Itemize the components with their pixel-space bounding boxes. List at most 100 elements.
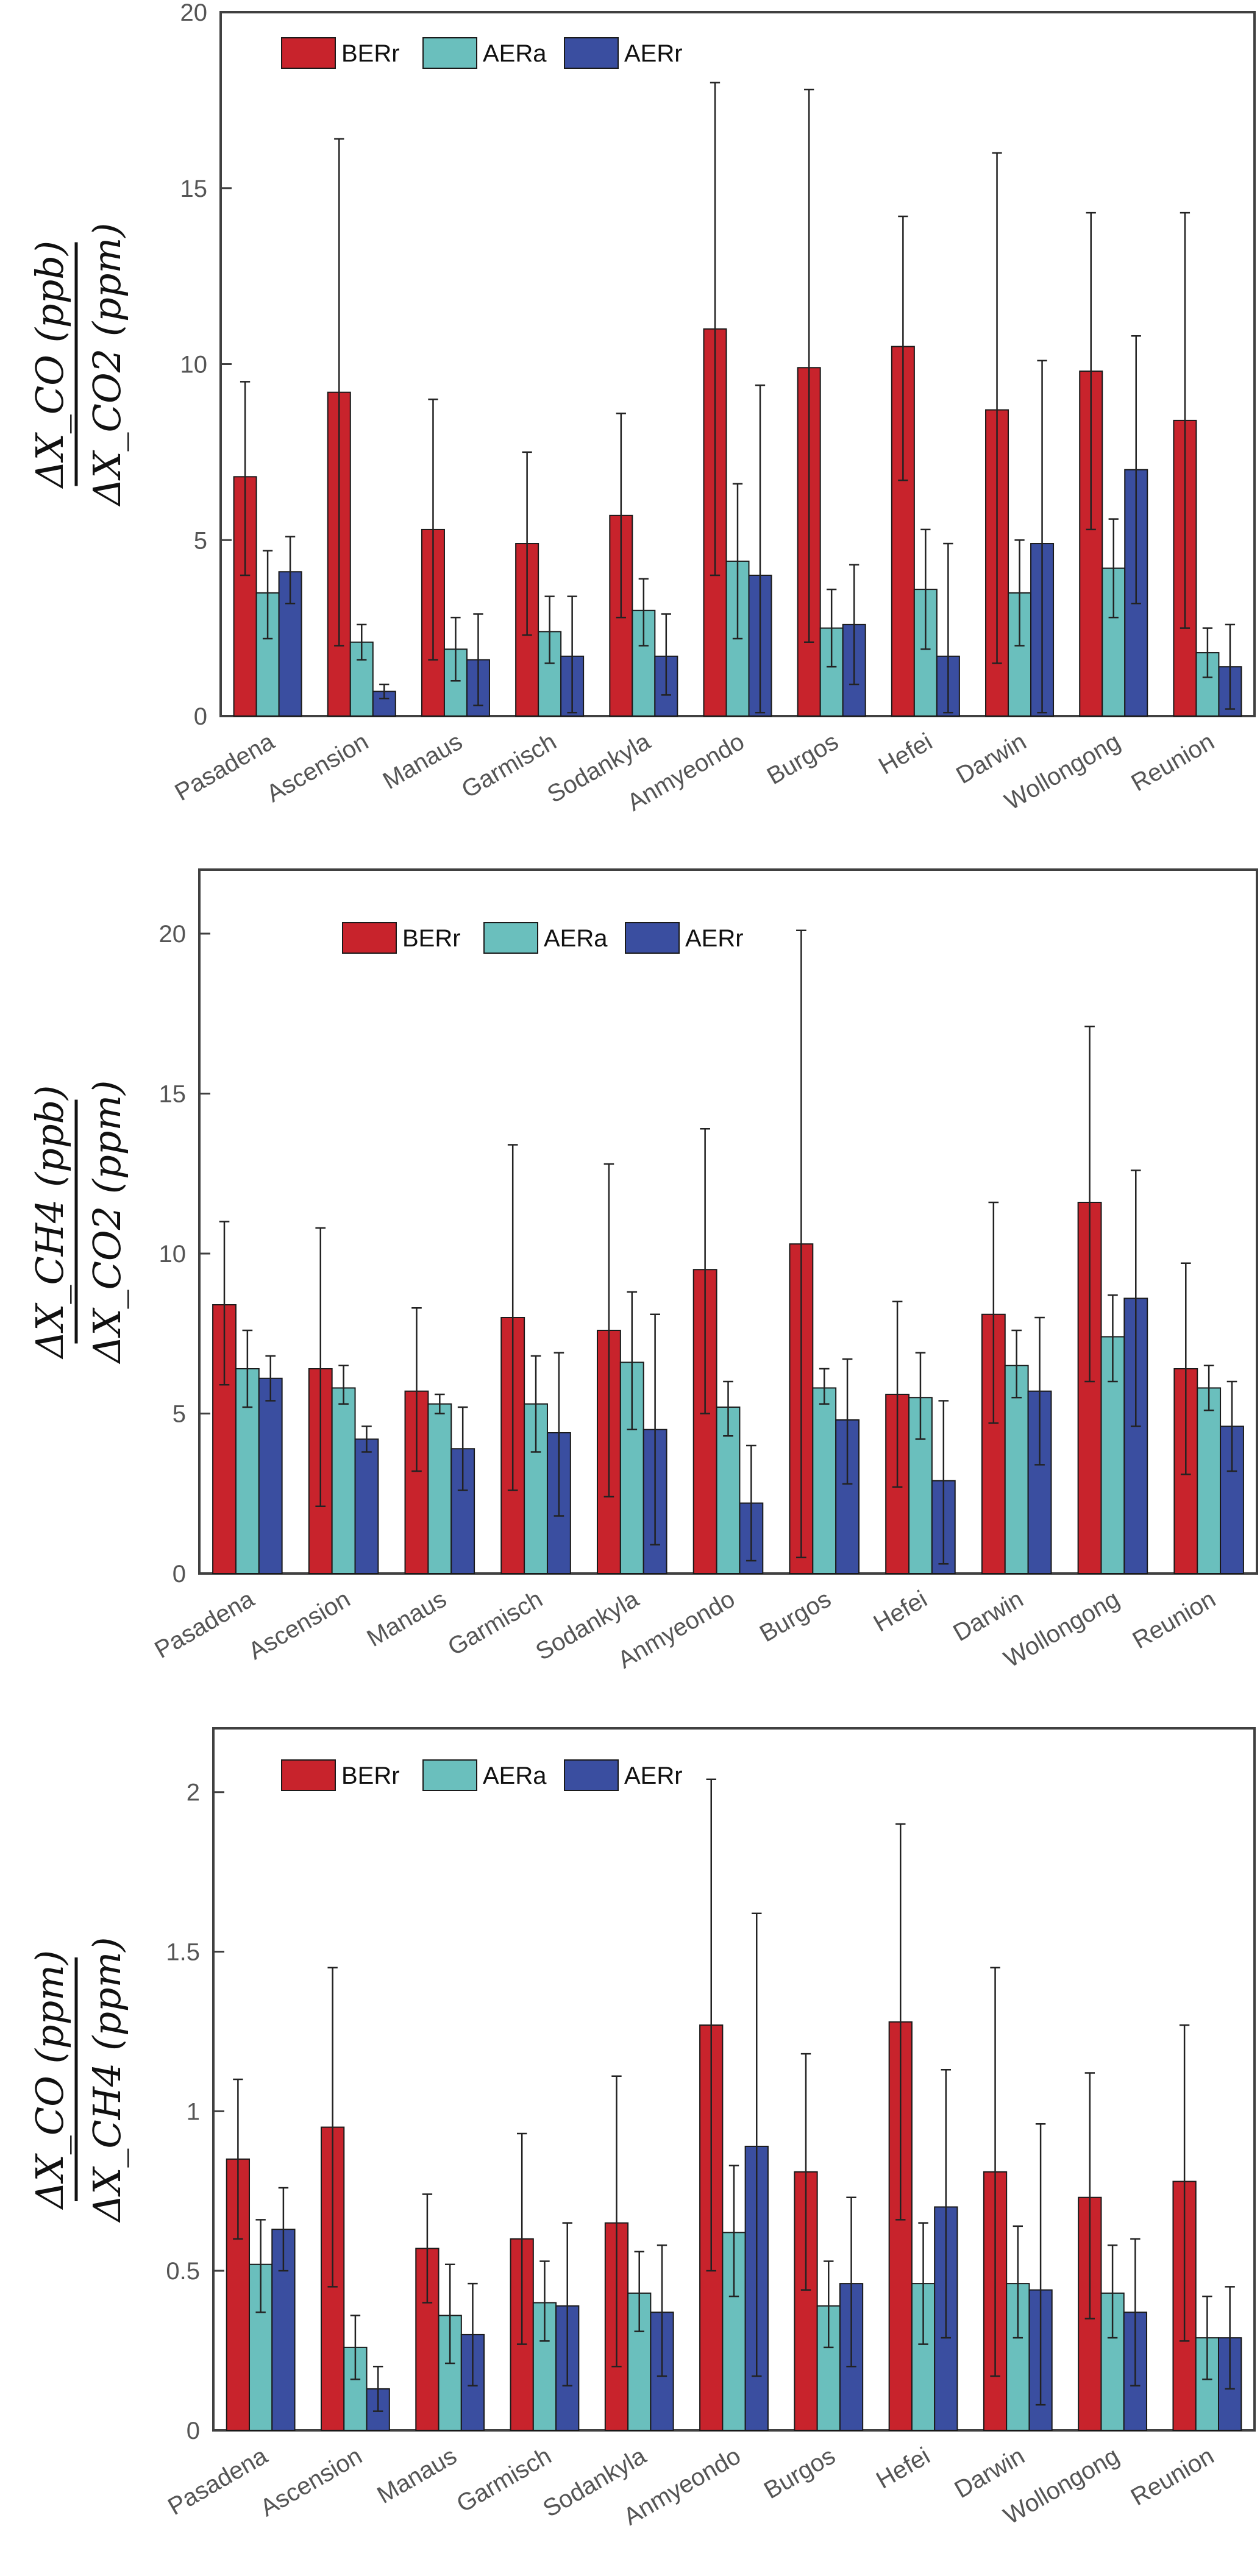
bar-aera-sodankyla (632, 609, 656, 717)
y-axis-label: ΔX_CO (ppb) ΔX_CO2 (ppm) (27, 223, 129, 507)
error-bar-berr-reunion (1180, 211, 1191, 629)
legend-swatch-aera (422, 1759, 477, 1791)
error-bar-aera-reunion (1202, 2295, 1212, 2380)
y-tick-label: 2 (187, 1779, 200, 1806)
x-tick-label: Ascension (244, 1586, 355, 1665)
legend: BERr AERa AERr (342, 922, 744, 954)
error-bar-aera-sodankyla (634, 2251, 644, 2332)
legend-swatch-berr (281, 37, 336, 69)
error-bar-aerr-reunion (1225, 2286, 1235, 2390)
bar-aera-ascension (331, 1387, 356, 1574)
legend-label-aerr: AERr (624, 40, 683, 67)
error-bar-berr-anmyeondo (710, 82, 721, 577)
error-bar-aerr-sodankyla (650, 1313, 660, 1545)
error-bar-aerr-pasadena (278, 2187, 289, 2272)
legend-swatch-aerr (564, 37, 619, 69)
legend-label-aerr: AERr (624, 1762, 683, 1789)
error-bar-berr-manaus (411, 1307, 422, 1472)
x-tick-label: Pasadena (163, 2442, 272, 2521)
x-tick-label: Manaus (379, 728, 467, 795)
error-bar-aerr-manaus (457, 1406, 468, 1491)
error-bar-berr-hefei (892, 1300, 903, 1488)
error-bar-aerr-sodankyla (661, 613, 671, 696)
error-bar-aera-darwin (1011, 1329, 1022, 1399)
error-bar-aerr-garmisch (567, 595, 577, 714)
error-bar-aerr-garmisch (553, 1352, 564, 1517)
bar-aera-manaus (427, 1403, 452, 1574)
legend-swatch-aera (422, 37, 477, 69)
x-tick-label: Reunion (1128, 1586, 1220, 1655)
error-bar-berr-manaus (422, 2193, 433, 2304)
x-tick-label: Hefei (869, 1586, 932, 1637)
error-bar-aerr-reunion (1225, 623, 1236, 710)
x-tick-label: Manaus (372, 2443, 461, 2509)
error-bar-berr-ascension (327, 1967, 338, 2288)
error-bar-aera-wollongong (1107, 2244, 1118, 2339)
error-bar-berr-burgos (804, 88, 814, 643)
legend-swatch-aerr (564, 1759, 619, 1791)
y-tick-label: 0 (187, 2418, 200, 2444)
error-bar-aerr-reunion (1226, 1380, 1237, 1472)
y-label-numerator: ΔX_CO (ppm) (27, 1950, 72, 2210)
error-bar-berr-darwin (988, 1201, 999, 1424)
error-bar-aerr-ascension (372, 2366, 383, 2412)
error-bar-berr-wollongong (1086, 211, 1096, 531)
error-bar-berr-pasadena (240, 381, 251, 577)
bar-aerr-ascension (354, 1438, 379, 1574)
error-bar-aerr-hefei (943, 542, 953, 714)
y-label-numerator: ΔX_CO (ppb) (27, 241, 72, 489)
error-bar-aera-reunion (1203, 1364, 1214, 1411)
error-bar-aerr-darwin (1035, 2123, 1046, 2406)
error-bar-aera-pasadena (255, 2219, 266, 2313)
legend-label-aera: AERa (483, 40, 547, 67)
legend-swatch-berr (281, 1759, 336, 1791)
legend: BERr AERa AERr (281, 1759, 683, 1791)
error-bar-berr-reunion (1179, 2024, 1190, 2342)
error-bar-berr-darwin (992, 152, 1002, 664)
y-axis-label: ΔX_CO (ppm) ΔX_CH4 (ppm) (27, 1937, 129, 2223)
error-bar-berr-garmisch (522, 451, 532, 636)
error-bar-aera-hefei (915, 1352, 926, 1440)
x-tick-label: Garmisch (457, 728, 561, 804)
error-bar-aera-ascension (357, 623, 367, 661)
y-label-denominator: ΔX_CO2 (ppm) (85, 223, 129, 507)
y-tick-label: 0 (173, 1561, 186, 1588)
error-bar-aera-burgos (827, 588, 837, 668)
x-tick-label: Burgos (763, 728, 843, 790)
error-bar-berr-reunion (1180, 1262, 1191, 1475)
y-tick-label: 20 (180, 0, 208, 26)
error-bar-aera-garmisch (539, 2260, 550, 2342)
y-tick-label: 1.5 (166, 1939, 200, 1966)
x-tick-label: Hefei (874, 728, 937, 780)
x-tick-label: Darwin (952, 728, 1031, 789)
legend-swatch-aera (483, 922, 538, 954)
x-tick-label: Ascension (256, 2443, 367, 2522)
error-bar-aerr-sodankyla (657, 2244, 667, 2377)
error-bar-aera-sodankyla (627, 1291, 638, 1430)
error-bar-aera-garmisch (530, 1355, 541, 1453)
error-bar-aerr-hefei (941, 2069, 952, 2339)
error-bar-aera-burgos (824, 2260, 834, 2349)
error-bar-aera-sodankyla (638, 578, 649, 647)
error-bar-aera-anmyeondo (732, 483, 743, 640)
y-tick-label: 10 (180, 352, 208, 378)
error-bar-aera-anmyeondo (723, 1380, 733, 1437)
x-tick-label: Burgos (760, 2443, 840, 2504)
y-tick-label: 15 (180, 176, 208, 202)
error-bar-berr-pasadena (233, 2078, 243, 2240)
error-bar-aera-garmisch (544, 595, 555, 664)
error-bar-berr-garmisch (516, 2132, 527, 2345)
error-bar-berr-sodankyla (616, 413, 626, 619)
error-bar-aerr-manaus (473, 613, 483, 706)
y-tick-label: 0.5 (166, 2258, 200, 2285)
error-bar-aera-burgos (819, 1368, 830, 1405)
y-label-denominator: ΔX_CH4 (ppm) (85, 1937, 129, 2223)
error-bar-aera-anmyeondo (728, 2165, 739, 2297)
error-bar-berr-anmyeondo (700, 1128, 710, 1414)
error-bar-aerr-pasadena (265, 1355, 276, 1402)
error-bar-berr-anmyeondo (706, 1778, 716, 2272)
bar-aera-garmisch (524, 1403, 548, 1574)
